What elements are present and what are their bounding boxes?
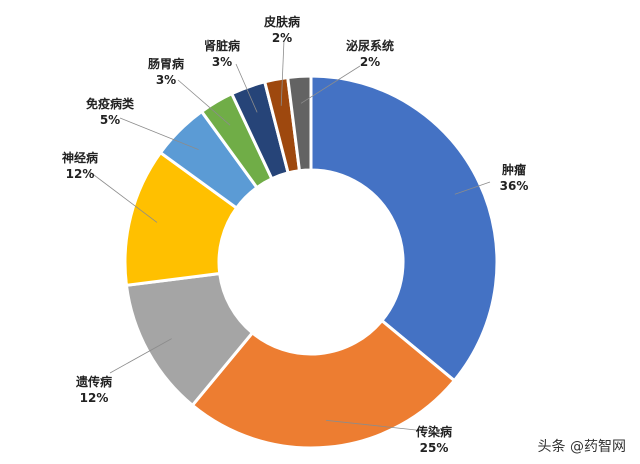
watermark: 头条 @药智网: [537, 439, 626, 455]
slice-label-8: 泌尿系统: [346, 38, 394, 53]
slice-label-0: 肿瘤: [502, 162, 526, 177]
slice-label-1: 传染病: [415, 424, 452, 439]
slice-value-5: 3%: [156, 73, 176, 87]
leader-line-1: [325, 419, 417, 431]
slice-value-7: 2%: [272, 31, 292, 45]
slice-value-2: 12%: [80, 391, 109, 405]
slice-value-0: 36%: [500, 179, 529, 193]
slice-label-2: 遗传病: [75, 374, 112, 389]
slice-label-7: 皮肤病: [263, 14, 300, 29]
slice-label-4: 免疫病类: [86, 96, 135, 111]
leader-line-3: [89, 171, 158, 223]
slice-8: [286, 74, 313, 173]
slice-value-1: 25%: [420, 441, 449, 455]
slice-value-6: 3%: [212, 55, 232, 69]
leader-line-7: [280, 39, 285, 106]
slice-value-3: 12%: [66, 167, 95, 181]
leader-line-2: [109, 338, 172, 374]
slice-label-6: 肾脏病: [204, 38, 240, 53]
leader-line-4: [119, 117, 199, 150]
slice-1: [190, 318, 457, 450]
leader-line-5: [177, 79, 231, 126]
slice-label-3: 神经病: [62, 150, 98, 165]
leader-line-0: [454, 181, 491, 195]
slice-value-8: 2%: [360, 55, 380, 69]
slice-value-4: 5%: [100, 113, 120, 127]
leader-line-8: [300, 65, 361, 104]
slice-0: [309, 74, 499, 383]
slice-label-5: 肠胃病: [148, 56, 184, 71]
leader-line-6: [235, 63, 258, 113]
